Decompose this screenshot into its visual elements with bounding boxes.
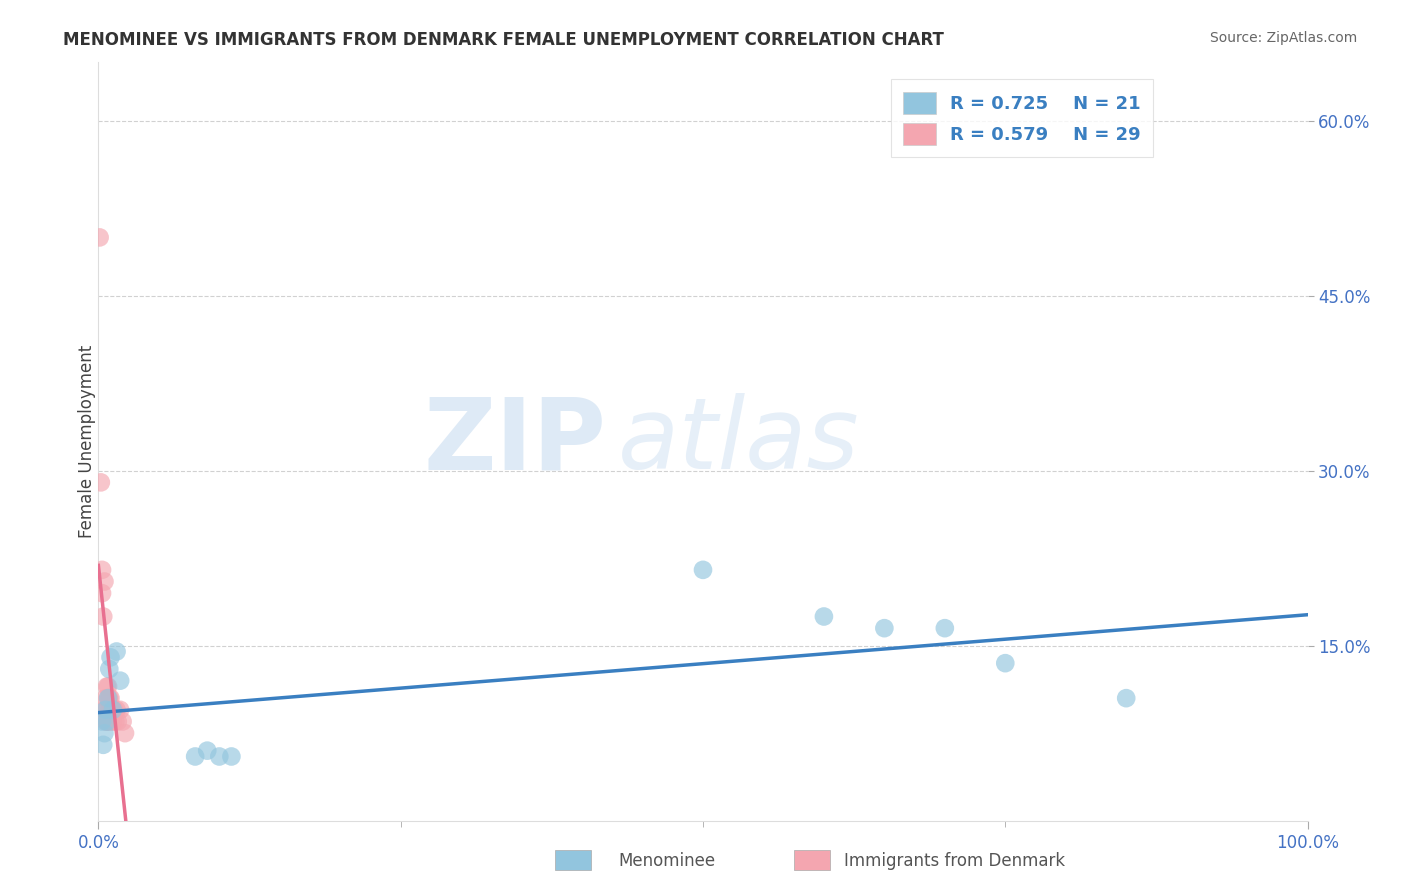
Point bbox=[91, 609, 114, 624]
Point bbox=[96, 714, 118, 729]
Text: Immigrants from Denmark: Immigrants from Denmark bbox=[844, 852, 1064, 870]
Point bbox=[195, 744, 218, 758]
Text: MENOMINEE VS IMMIGRANTS FROM DENMARK FEMALE UNEMPLOYMENT CORRELATION CHART: MENOMINEE VS IMMIGRANTS FROM DENMARK FEM… bbox=[63, 31, 945, 49]
Point bbox=[1115, 691, 1137, 706]
Point bbox=[90, 475, 112, 490]
Point bbox=[98, 662, 121, 676]
Text: atlas: atlas bbox=[619, 393, 860, 490]
Point bbox=[96, 714, 118, 729]
Point bbox=[184, 749, 207, 764]
Point bbox=[94, 714, 117, 729]
Legend: R = 0.725    N = 21, R = 0.579    N = 29: R = 0.725 N = 21, R = 0.579 N = 29 bbox=[890, 79, 1153, 157]
Point bbox=[91, 738, 114, 752]
Point bbox=[108, 673, 131, 688]
Point bbox=[104, 714, 127, 729]
Point bbox=[108, 703, 131, 717]
Point bbox=[97, 691, 120, 706]
Point bbox=[100, 703, 122, 717]
Point bbox=[105, 644, 128, 658]
Point bbox=[93, 726, 115, 740]
Point bbox=[89, 230, 111, 244]
Point bbox=[101, 703, 124, 717]
Point bbox=[91, 586, 114, 600]
Point bbox=[100, 691, 122, 706]
Point bbox=[873, 621, 896, 635]
Point bbox=[94, 691, 117, 706]
Point bbox=[105, 703, 128, 717]
Point bbox=[97, 714, 120, 729]
Text: Menominee: Menominee bbox=[619, 852, 716, 870]
Point bbox=[96, 703, 118, 717]
Point bbox=[107, 714, 129, 729]
Text: Source: ZipAtlas.com: Source: ZipAtlas.com bbox=[1209, 31, 1357, 45]
Point bbox=[97, 691, 120, 706]
Point bbox=[100, 650, 122, 665]
Point bbox=[94, 703, 117, 717]
Point bbox=[98, 691, 121, 706]
Point bbox=[96, 680, 118, 694]
Text: ZIP: ZIP bbox=[423, 393, 606, 490]
Point bbox=[813, 609, 835, 624]
Point bbox=[103, 703, 125, 717]
Point bbox=[221, 749, 243, 764]
Point bbox=[208, 749, 231, 764]
Point bbox=[93, 574, 115, 589]
Point bbox=[98, 703, 121, 717]
Point bbox=[97, 680, 120, 694]
Point bbox=[994, 656, 1017, 670]
Point bbox=[100, 703, 122, 717]
Point bbox=[100, 714, 122, 729]
Point bbox=[93, 703, 115, 717]
Point bbox=[111, 714, 134, 729]
Point bbox=[114, 726, 136, 740]
Point bbox=[101, 714, 124, 729]
Point bbox=[91, 714, 114, 729]
Point bbox=[934, 621, 956, 635]
Point bbox=[91, 563, 114, 577]
Point bbox=[692, 563, 714, 577]
Y-axis label: Female Unemployment: Female Unemployment bbox=[79, 345, 96, 538]
